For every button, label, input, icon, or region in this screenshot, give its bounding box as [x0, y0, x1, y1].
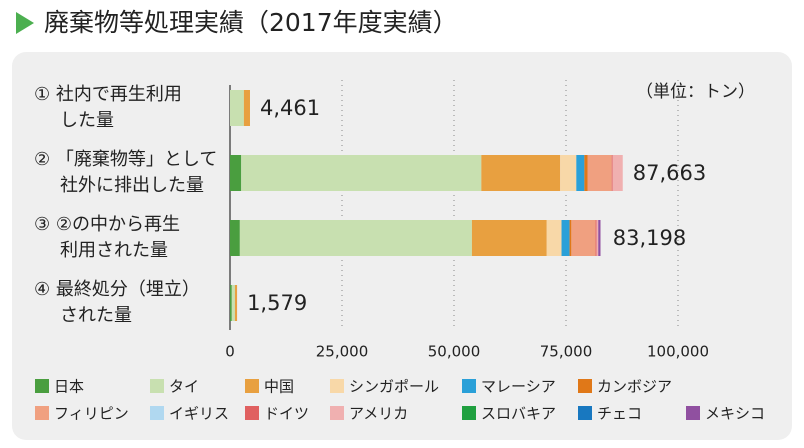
x-tick-label: 25,000 [316, 343, 369, 361]
bar-segment [546, 220, 562, 256]
legend-label: ドイツ [264, 405, 309, 423]
total-label: 83,198 [613, 226, 686, 250]
bar-segment [611, 155, 613, 191]
legend-label: チェコ [597, 405, 642, 423]
legend-label: カンボジア [597, 378, 672, 396]
bar-segment [471, 220, 547, 256]
category-label: ② 「廃棄物等」として [34, 149, 217, 170]
bar-segment [584, 155, 588, 191]
legend-swatch [245, 379, 259, 393]
legend-swatch [150, 406, 164, 420]
legend-label: メキシコ [705, 405, 765, 423]
total-label: 87,663 [633, 161, 706, 185]
bar-segment [596, 220, 599, 256]
legend-label: アメリカ [349, 405, 408, 423]
legend-swatch [578, 379, 592, 393]
title-marker [16, 12, 34, 34]
x-tick-label: 100,000 [647, 343, 709, 361]
legend-swatch [245, 406, 259, 420]
legend-label: タイ [169, 378, 199, 396]
bar-segment [612, 155, 623, 191]
bar-segment [230, 285, 232, 321]
legend-swatch [462, 379, 476, 393]
bar-segment [571, 220, 596, 256]
legend-swatch [35, 406, 49, 420]
category-label: 社外に排出した量 [60, 175, 204, 196]
bar-segment [230, 90, 244, 126]
category-label: 利用された量 [60, 240, 168, 261]
legend-swatch [686, 406, 700, 420]
legend-swatch [330, 406, 344, 420]
category-label: ① 社内で再生利用 [34, 84, 182, 105]
bar-segment [561, 220, 570, 256]
bar-segment [481, 155, 561, 191]
legend-swatch [35, 379, 49, 393]
category-label: ③ ②の中から再生 [34, 214, 180, 235]
x-tick-label: 50,000 [428, 343, 481, 361]
bar-segment [587, 155, 612, 191]
unit-label: （単位：トン） [636, 82, 755, 102]
legend-swatch [150, 379, 164, 393]
category-label: された量 [60, 305, 132, 326]
total-label: 4,461 [260, 96, 320, 120]
bar-segment [239, 220, 472, 256]
legend-label: 中国 [264, 378, 294, 396]
legend-swatch [578, 406, 592, 420]
legend-swatch [462, 406, 476, 420]
bar-segment [569, 220, 572, 256]
x-tick-label: 75,000 [540, 343, 593, 361]
legend-label: イギリス [169, 405, 229, 423]
chart-title: 廃棄物等処理実績（2017年度実績） [44, 8, 458, 37]
legend-label: シンガポール [349, 378, 439, 396]
bar-segment [230, 155, 242, 191]
legend-label: マレーシア [481, 378, 556, 396]
bar-segment [595, 220, 597, 256]
bar-segment [598, 220, 601, 256]
legend-swatch [330, 379, 344, 393]
bar-segment [560, 155, 577, 191]
category-label: した量 [60, 110, 114, 131]
category-label: ④ 最終処分（埋立） [34, 279, 200, 300]
bar-segment [234, 285, 238, 321]
legend-label: フィリピン [54, 405, 129, 423]
bar-segment [230, 220, 240, 256]
bar-segment [241, 155, 482, 191]
total-label: 1,579 [247, 291, 307, 315]
bar-segment [576, 155, 585, 191]
bar-segment [243, 90, 250, 126]
x-tick-label: 0 [225, 343, 235, 361]
legend-label: 日本 [54, 378, 84, 396]
legend-label: スロバキア [481, 405, 556, 423]
bar-segment [231, 285, 235, 321]
